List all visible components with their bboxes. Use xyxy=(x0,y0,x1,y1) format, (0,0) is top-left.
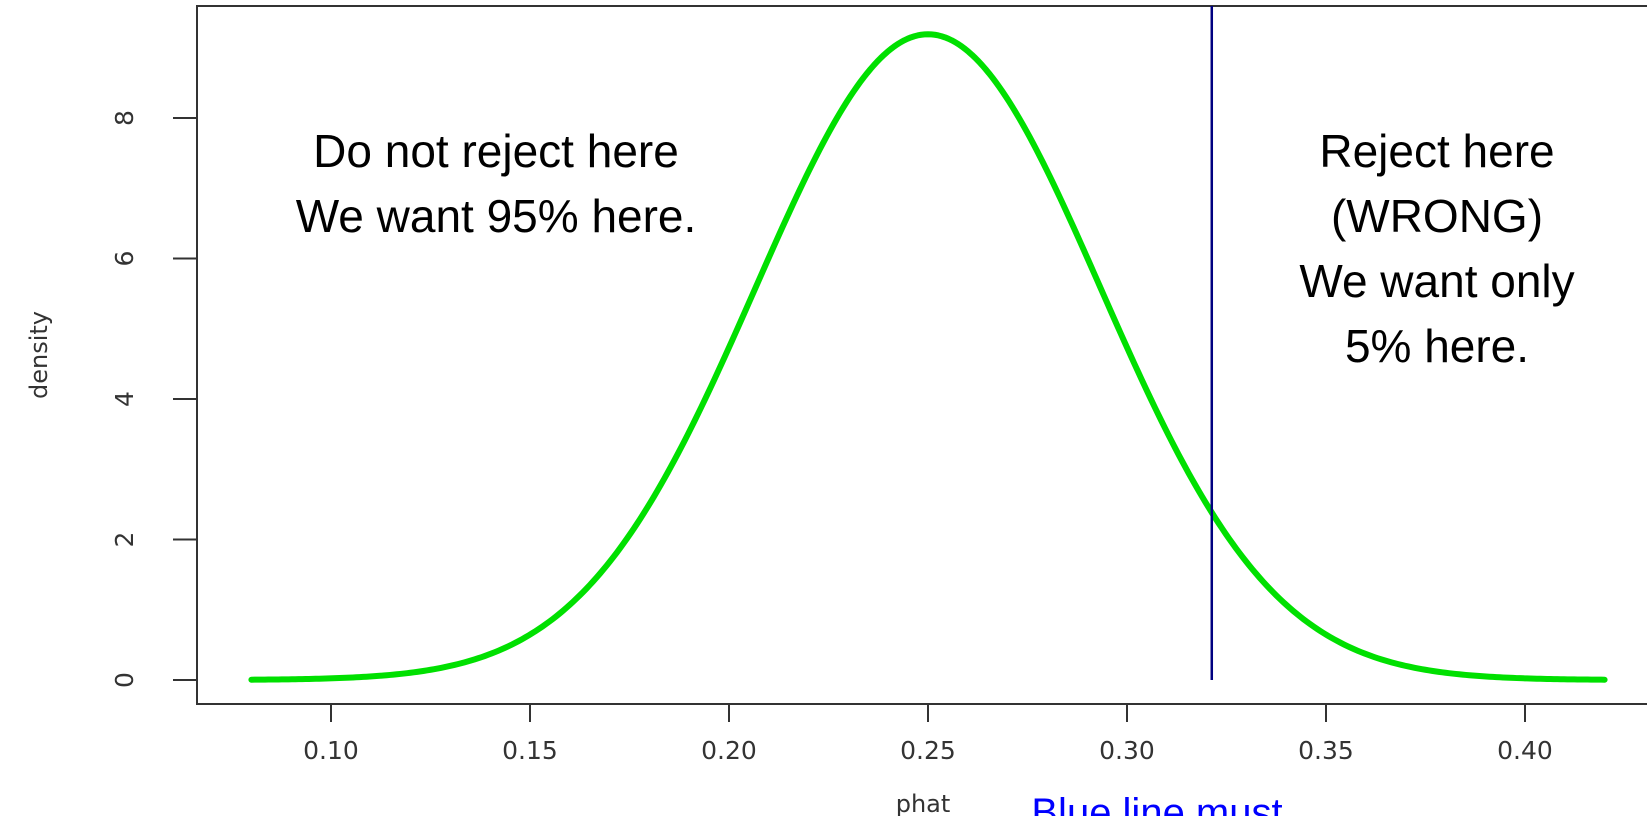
series-layer xyxy=(248,6,1608,683)
plot-box xyxy=(196,5,1647,705)
annotation-right-line-1: Reject here xyxy=(1319,125,1554,177)
x-axis-title: phat xyxy=(896,790,951,816)
x-tick-label: 0.30 xyxy=(1099,736,1155,765)
x-tick-label: 0.10 xyxy=(303,736,359,765)
annotation-left-line-1: Do not reject here xyxy=(313,125,679,177)
x-tick-label: 0.25 xyxy=(900,736,956,765)
x-tick-label: 0.15 xyxy=(502,736,558,765)
y-tick-label: 8 xyxy=(110,110,139,126)
x-axis: 0.10 0.15 0.20 0.25 0.30 0.35 0.40 xyxy=(303,704,1553,765)
x-tick-label: 0.35 xyxy=(1298,736,1354,765)
density-curve xyxy=(248,31,1608,683)
annotation-right-line-4: 5% here. xyxy=(1345,320,1529,372)
x-tick-label: 0.20 xyxy=(701,736,757,765)
annotation-right-line-2: (WRONG) xyxy=(1331,190,1543,242)
y-tick-label: 6 xyxy=(110,251,139,267)
y-tick-label: 0 xyxy=(110,672,139,688)
y-tick-label: 2 xyxy=(110,532,139,548)
annotation-bottom: Blue line must xyxy=(1031,791,1282,816)
y-axis-title: density xyxy=(25,311,53,399)
x-tick-label: 0.40 xyxy=(1497,736,1553,765)
y-axis: 0 2 4 6 8 xyxy=(110,110,197,688)
y-tick-label: 4 xyxy=(110,391,139,407)
plot-frame xyxy=(196,5,1647,705)
annotation-left-line-2: We want 95% here. xyxy=(296,190,697,242)
annotation-right-line-3: We want only xyxy=(1299,255,1574,307)
